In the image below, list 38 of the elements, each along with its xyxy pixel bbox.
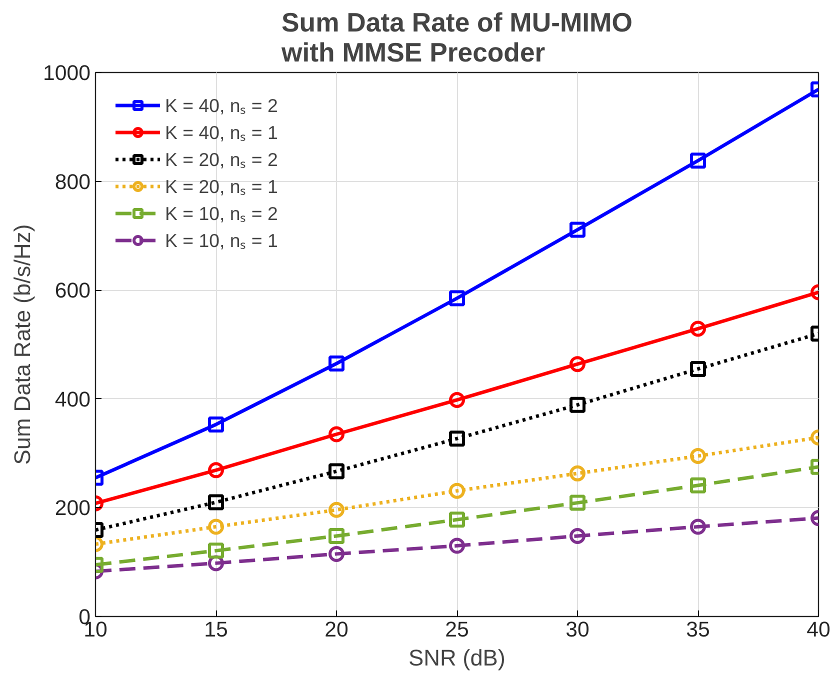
y-tick-label: 800	[54, 170, 91, 194]
y-tick-label: 1000	[43, 61, 91, 85]
x-tick-label: 15	[204, 618, 228, 642]
x-tick-label: 30	[566, 618, 590, 642]
point	[570, 465, 586, 482]
legend-label: K = 10, nₛ = 1	[165, 229, 278, 252]
x-tick-label: 35	[686, 618, 710, 642]
point	[449, 512, 465, 528]
legend-label: K = 20, nₛ = 2	[165, 148, 278, 171]
chart-title: Sum Data Rate of MU-MIMO with MMSE Precoder	[280, 8, 632, 68]
legend-label: K = 40, nₛ = 1	[165, 121, 278, 144]
legend-label: K = 10, nₛ = 2	[165, 202, 278, 225]
point	[570, 356, 586, 372]
x-tick-label: 20	[324, 618, 348, 642]
point	[570, 494, 586, 511]
point	[449, 430, 465, 447]
legend-label: K = 40, nₛ = 2	[165, 94, 278, 117]
point	[570, 222, 586, 238]
point	[328, 546, 344, 562]
point	[570, 396, 586, 413]
y-tick-label: 600	[54, 278, 91, 303]
y-tick-label: 400	[54, 387, 91, 412]
x-axis-title: SNR (dB)	[408, 644, 506, 670]
point	[328, 463, 344, 480]
point	[449, 392, 465, 408]
point	[328, 502, 344, 518]
x-tick-label: 25	[445, 618, 469, 642]
point	[570, 528, 586, 544]
point	[449, 538, 465, 554]
point	[328, 528, 344, 544]
point	[449, 290, 465, 306]
legend-label: K = 20, nₛ = 1	[165, 175, 278, 198]
point	[449, 482, 465, 499]
y-axis-title: Sum Data Rate (b/s/Hz)	[9, 224, 36, 465]
point	[328, 356, 344, 372]
y-tick-label: 200	[54, 496, 91, 520]
point	[328, 426, 344, 442]
x-tick-label: 40	[806, 618, 830, 642]
